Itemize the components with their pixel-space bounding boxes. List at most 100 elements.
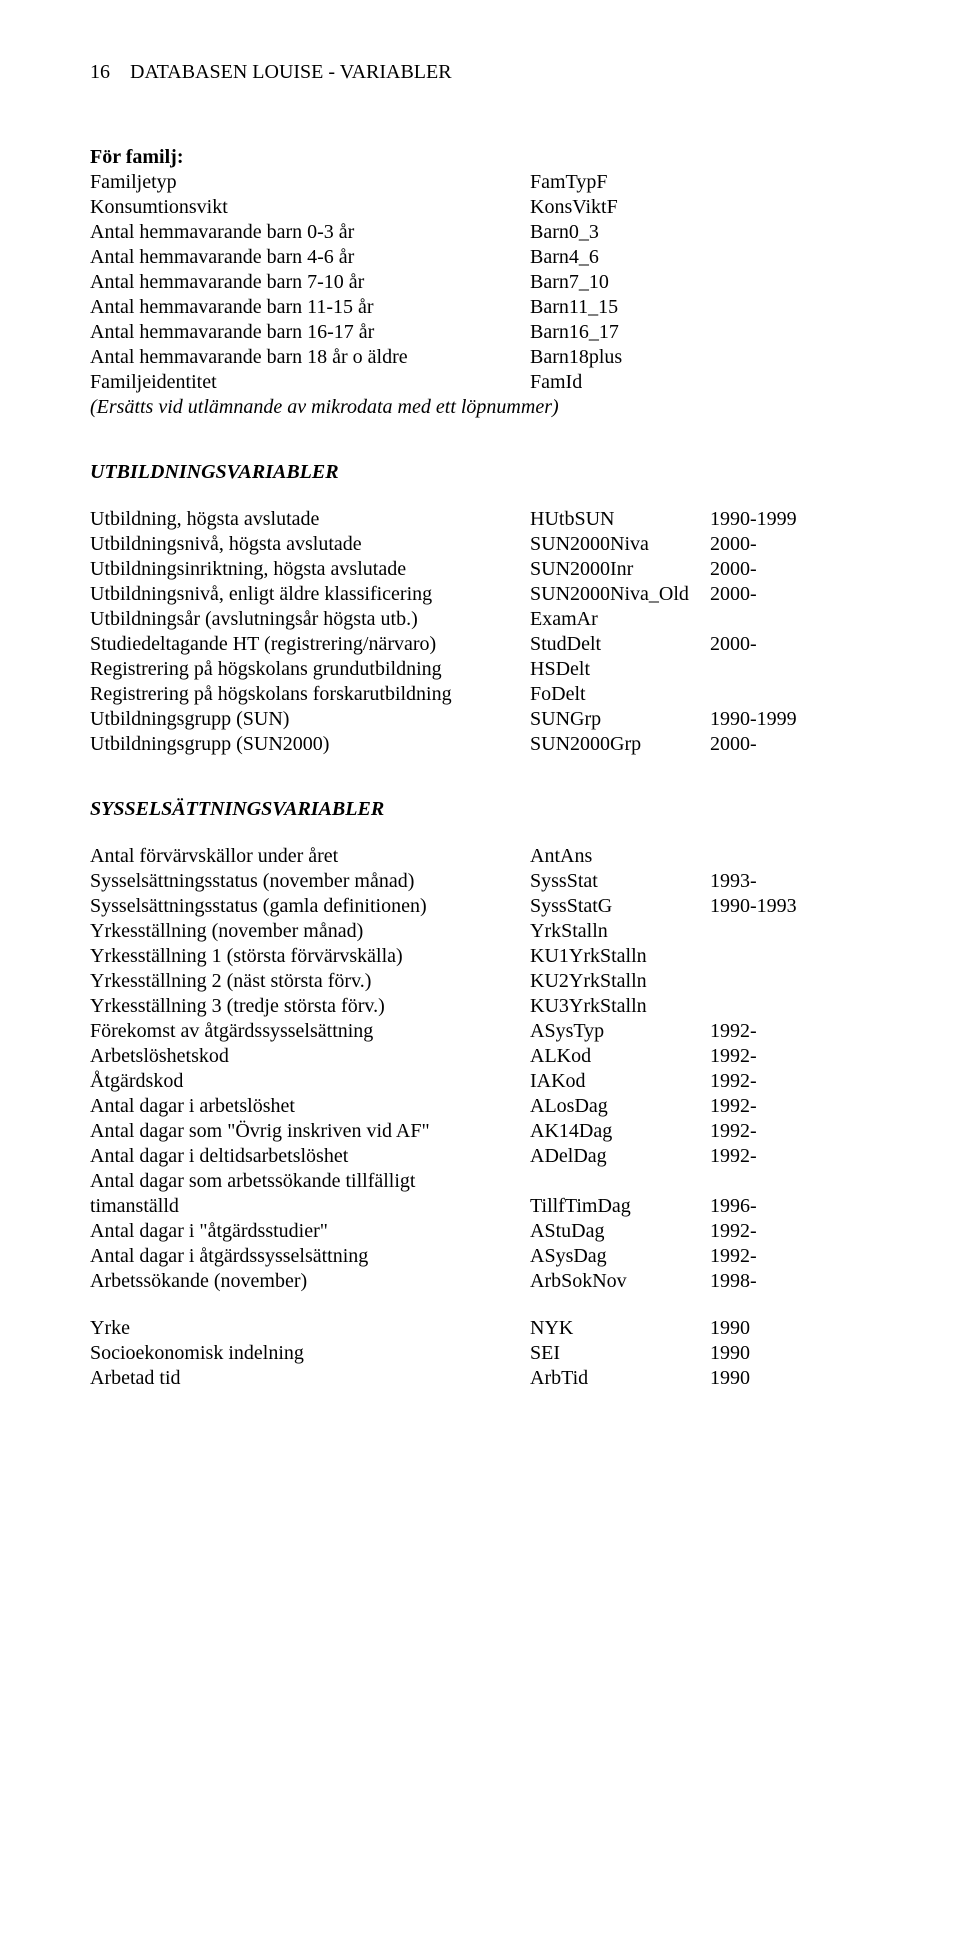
- table-row: Utbildningsgrupp (SUN)SUNGrp1990-1999: [90, 707, 870, 732]
- variable-label: Antal hemmavarande barn 0-3 år: [90, 220, 530, 245]
- table-row: Antal hemmavarande barn 7-10 årBarn7_10: [90, 270, 870, 295]
- variable-years: 1992-: [710, 1044, 870, 1069]
- variable-years: [710, 345, 870, 370]
- variable-label: Utbildningsgrupp (SUN): [90, 707, 530, 732]
- variable-code: SUN2000Grp: [530, 732, 710, 757]
- variable-label: Antal hemmavarande barn 11-15 år: [90, 295, 530, 320]
- variable-years: [710, 195, 870, 220]
- variable-years: [710, 370, 870, 395]
- variable-label: Yrkesställning 1 (största förvärvskälla): [90, 944, 530, 969]
- variable-label: Antal dagar i åtgärdssysselsättning: [90, 1244, 530, 1269]
- variable-code: ALKod: [530, 1044, 710, 1069]
- variable-label: Yrkesställning (november månad): [90, 919, 530, 944]
- variable-label: Antal dagar som arbetssökande tillfällig…: [90, 1169, 530, 1194]
- table-row: Utbildningsår (avslutningsår högsta utb.…: [90, 607, 870, 632]
- variable-years: 1990-1999: [710, 707, 870, 732]
- variable-code: KU1YrkStalln: [530, 944, 710, 969]
- variable-years: 1990: [710, 1366, 870, 1391]
- variable-years: [710, 682, 870, 707]
- section3-rows: Antal förvärvskällor under åretAntAnsSys…: [90, 844, 870, 1294]
- variable-code: AStuDag: [530, 1219, 710, 1244]
- variable-years: 1990: [710, 1341, 870, 1366]
- variable-code: ArbSokNov: [530, 1269, 710, 1294]
- variable-code: ArbTid: [530, 1366, 710, 1391]
- variable-label: Antal hemmavarande barn 4-6 år: [90, 245, 530, 270]
- variable-years: [710, 657, 870, 682]
- section3-heading: SYSSELSÄTTNINGSVARIABLER: [90, 797, 870, 822]
- table-row: Antal dagar i åtgärdssysselsättningASysD…: [90, 1244, 870, 1269]
- table-row: Antal hemmavarande barn 18 år o äldreBar…: [90, 345, 870, 370]
- table-row: Yrkesställning (november månad)YrkStalln: [90, 919, 870, 944]
- variable-years: 2000-: [710, 582, 870, 607]
- variable-years: 1992-: [710, 1144, 870, 1169]
- variable-code: ExamAr: [530, 607, 710, 632]
- variable-label: Utbildningsgrupp (SUN2000): [90, 732, 530, 757]
- variable-code: ALosDag: [530, 1094, 710, 1119]
- table-row: Antal förvärvskällor under åretAntAns: [90, 844, 870, 869]
- variable-code: SyssStat: [530, 869, 710, 894]
- variable-years: 1990: [710, 1316, 870, 1341]
- variable-years: [710, 270, 870, 295]
- variable-years: [710, 245, 870, 270]
- variable-code: HSDelt: [530, 657, 710, 682]
- table-row: Yrkesställning 3 (tredje största förv.)K…: [90, 994, 870, 1019]
- table-row: Arbetad tidArbTid1990: [90, 1366, 870, 1391]
- section1-rows: FamiljetypFamTypFKonsumtionsviktKonsVikt…: [90, 170, 870, 395]
- table-row: Antal dagar i "åtgärdsstudier"AStuDag199…: [90, 1219, 870, 1244]
- variable-label: Antal hemmavarande barn 7-10 år: [90, 270, 530, 295]
- variable-years: 1992-: [710, 1119, 870, 1144]
- table-row: Registrering på högskolans grundutbildni…: [90, 657, 870, 682]
- variable-label: Yrkesställning 3 (tredje största förv.): [90, 994, 530, 1019]
- variable-label: Antal förvärvskällor under året: [90, 844, 530, 869]
- variable-label: Arbetad tid: [90, 1366, 530, 1391]
- variable-code: FoDelt: [530, 682, 710, 707]
- variable-code: YrkStalln: [530, 919, 710, 944]
- section2-rows: Utbildning, högsta avslutadeHUtbSUN1990-…: [90, 507, 870, 757]
- table-row: Registrering på högskolans forskarutbild…: [90, 682, 870, 707]
- variable-years: 1990-1993: [710, 894, 870, 919]
- variable-years: 2000-: [710, 732, 870, 757]
- variable-label: Registrering på högskolans forskarutbild…: [90, 682, 530, 707]
- variable-code: Barn4_6: [530, 245, 710, 270]
- variable-code: ADelDag: [530, 1144, 710, 1169]
- variable-code: Barn0_3: [530, 220, 710, 245]
- variable-years: [710, 944, 870, 969]
- variable-label: Förekomst av åtgärdssysselsättning: [90, 1019, 530, 1044]
- variable-code: ASysTyp: [530, 1019, 710, 1044]
- variable-label: Arbetssökande (november): [90, 1269, 530, 1294]
- variable-code: NYK: [530, 1316, 710, 1341]
- variable-code: SUN2000Niva: [530, 532, 710, 557]
- page-title: DATABASEN LOUISE - VARIABLER: [130, 60, 452, 85]
- section1-heading: För familj:: [90, 145, 870, 170]
- variable-label: Arbetslöshetskod: [90, 1044, 530, 1069]
- variable-code: Barn11_15: [530, 295, 710, 320]
- variable-label: Antal dagar i "åtgärdsstudier": [90, 1219, 530, 1244]
- variable-years: [710, 295, 870, 320]
- table-row: Yrkesställning 2 (näst största förv.)KU2…: [90, 969, 870, 994]
- variable-label: Studiedeltagande HT (registrering/närvar…: [90, 632, 530, 657]
- variable-label: Utbildningsnivå, högsta avslutade: [90, 532, 530, 557]
- variable-code: FamTypF: [530, 170, 710, 195]
- table-row: YrkeNYK1990: [90, 1316, 870, 1341]
- variable-label: Sysselsättningsstatus (november månad): [90, 869, 530, 894]
- table-row: Utbildningsinriktning, högsta avslutadeS…: [90, 557, 870, 582]
- table-row: Förekomst av åtgärdssysselsättningASysTy…: [90, 1019, 870, 1044]
- variable-years: [710, 844, 870, 869]
- variable-label: Antal hemmavarande barn 18 år o äldre: [90, 345, 530, 370]
- variable-years: 1992-: [710, 1219, 870, 1244]
- variable-years: [710, 994, 870, 1019]
- variable-code: KonsViktF: [530, 195, 710, 220]
- variable-years: [710, 607, 870, 632]
- variable-code: SUNGrp: [530, 707, 710, 732]
- variable-code: FamId: [530, 370, 710, 395]
- variable-code: Barn18plus: [530, 345, 710, 370]
- table-row: Antal hemmavarande barn 4-6 årBarn4_6: [90, 245, 870, 270]
- table-row: timanställdTillfTimDag1996-: [90, 1194, 870, 1219]
- variable-years: [710, 969, 870, 994]
- variable-label: Utbildningsinriktning, högsta avslutade: [90, 557, 530, 582]
- table-row: FamiljetypFamTypF: [90, 170, 870, 195]
- table-row: Sysselsättningsstatus (november månad)Sy…: [90, 869, 870, 894]
- table-row: Socioekonomisk indelningSEI1990: [90, 1341, 870, 1366]
- variable-years: 1993-: [710, 869, 870, 894]
- table-row: Utbildningsnivå, högsta avslutadeSUN2000…: [90, 532, 870, 557]
